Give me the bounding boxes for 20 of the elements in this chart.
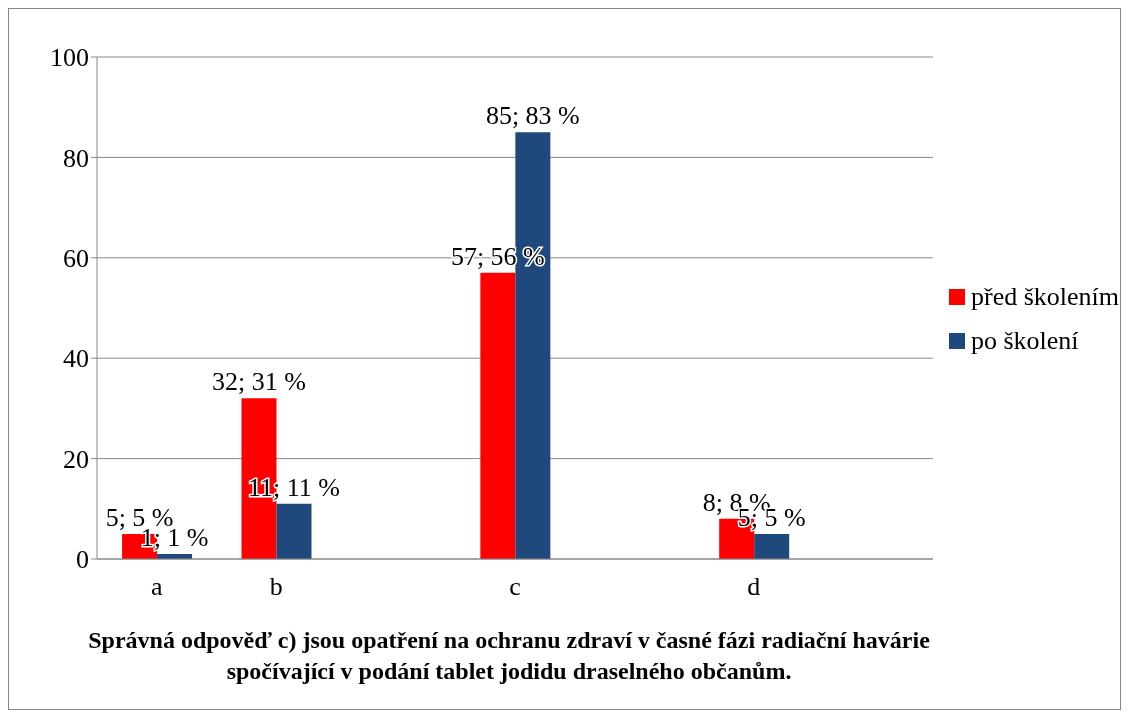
legend-label: po školení xyxy=(970,326,1079,356)
data-label: 32; 31 % xyxy=(212,367,306,397)
text: Správná odpověď c) jsou opatření na ochranu zdraví v časné fázi radiační havárie spočívající v podání tablet jodidu draselného občanům. xyxy=(87,626,931,686)
x-tick-label: c xyxy=(509,572,521,602)
y-tick-label: 0 xyxy=(76,545,89,575)
data-label: 85; 83 % xyxy=(485,101,580,131)
y-tick-label: 100 xyxy=(50,43,89,73)
y-tick-label: 60 xyxy=(63,244,89,274)
legend-label: před školením xyxy=(970,282,1119,312)
bar xyxy=(241,398,277,559)
bar xyxy=(480,272,516,559)
y-tick-label: 20 xyxy=(63,444,89,474)
bar xyxy=(276,503,312,559)
x-tick-label: b xyxy=(269,572,283,602)
bar xyxy=(754,533,790,559)
x-tick-label: d xyxy=(747,572,761,602)
bar xyxy=(515,132,551,559)
y-tick-label: 40 xyxy=(63,344,89,374)
y-tick-label: 80 xyxy=(63,143,89,173)
x-tick-label: a xyxy=(150,572,163,602)
